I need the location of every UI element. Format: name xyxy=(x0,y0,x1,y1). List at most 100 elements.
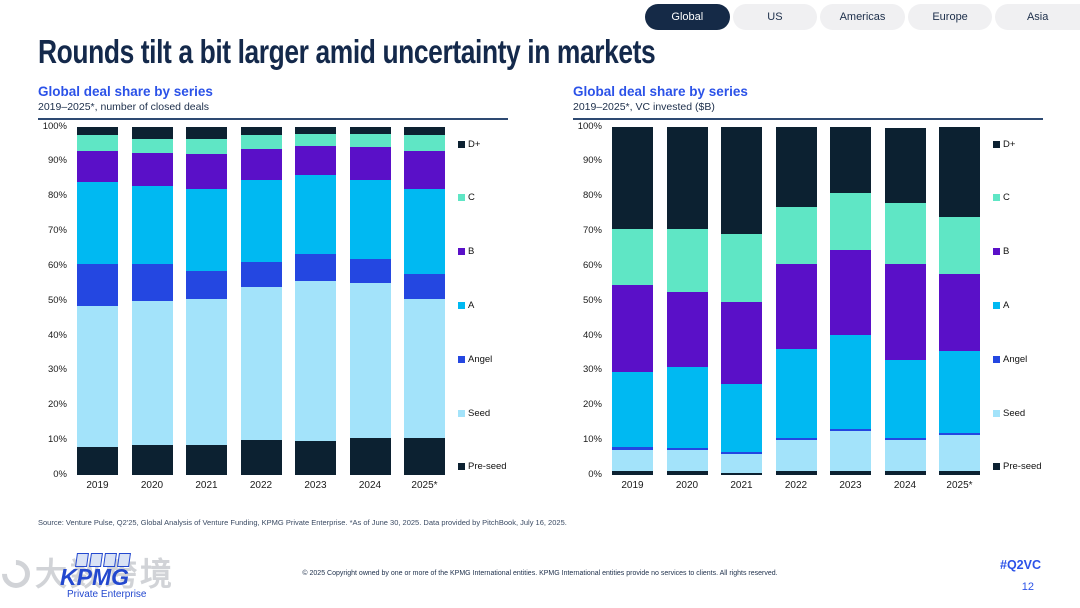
tab-global[interactable]: Global xyxy=(645,4,730,30)
legend-swatch-icon xyxy=(458,302,465,309)
y-tick: 0% xyxy=(588,468,602,480)
bar-2021: 2021 xyxy=(721,126,762,491)
segment-seed xyxy=(721,453,762,473)
y-tick: 80% xyxy=(47,190,67,202)
y-tick: 10% xyxy=(582,434,602,446)
segment-b xyxy=(240,149,282,181)
segment-pre-seed xyxy=(349,437,391,475)
x-label: 2020 xyxy=(140,479,164,491)
legend-swatch-icon xyxy=(993,409,1000,417)
segment-b xyxy=(939,274,980,352)
segment-pre-seed xyxy=(884,471,926,475)
segment-c xyxy=(884,203,926,265)
segment-a xyxy=(939,351,980,433)
segment-d+ xyxy=(295,126,336,134)
segment-c xyxy=(131,138,173,153)
bar-2025*: 2025* xyxy=(939,126,980,491)
legend-swatch-icon xyxy=(458,463,465,471)
y-tick: 100% xyxy=(577,120,602,132)
y-tick: 0% xyxy=(53,468,67,480)
segment-a xyxy=(186,189,227,271)
segment-c xyxy=(612,229,653,285)
x-label: 2021 xyxy=(730,479,753,491)
y-tick: 70% xyxy=(47,225,67,237)
y-tick: 60% xyxy=(582,259,602,271)
bar-2020: 2020 xyxy=(666,126,708,491)
segment-pre-seed xyxy=(131,444,173,475)
segment-d+ xyxy=(775,126,817,207)
segment-d+ xyxy=(77,126,118,136)
tab-europe[interactable]: Europe xyxy=(907,4,993,30)
bar-2020: 2020 xyxy=(131,126,173,491)
bar-2019: 2019 xyxy=(612,126,653,491)
segment-seed xyxy=(186,298,227,445)
segment-b xyxy=(349,147,391,181)
segment-c xyxy=(721,234,762,303)
segment-c xyxy=(240,135,282,150)
y-tick: 90% xyxy=(582,155,602,167)
x-label: 2022 xyxy=(784,479,808,491)
segment-pre-seed xyxy=(939,471,980,475)
chart-subtitle: 2019–2025*, number of closed deals xyxy=(38,101,508,120)
y-tick: 30% xyxy=(47,364,67,376)
segment-pre-seed xyxy=(77,446,118,475)
y-axis: 100% 90% 80% 70% 60% 50% 40% 30% 20% 10% 0% xyxy=(38,122,72,480)
segment-seed xyxy=(77,305,118,447)
chart-title: Global deal share by series xyxy=(38,84,213,99)
tab-americas[interactable]: Americas xyxy=(820,4,905,30)
segment-b xyxy=(884,264,926,360)
segment-seed xyxy=(349,283,391,438)
segment-d+ xyxy=(830,126,871,193)
segment-d+ xyxy=(186,126,227,139)
legend-b: B xyxy=(993,246,1043,257)
x-label: 2021 xyxy=(195,479,218,491)
bar-2024: 2024 xyxy=(349,126,391,491)
bar-2022: 2022 xyxy=(240,126,282,491)
legend-swatch-icon xyxy=(993,302,1000,309)
legend-swatch-icon xyxy=(993,194,1000,202)
legend-swatch-icon xyxy=(993,140,1000,148)
tab-asia[interactable]: Asia xyxy=(995,4,1080,30)
plot-area: 2019 2020 2021 2022 2023 2024 2025* xyxy=(72,126,450,491)
tab-us[interactable]: US xyxy=(732,4,818,30)
segment-a xyxy=(131,185,173,264)
segment-d+ xyxy=(721,126,762,235)
y-tick: 80% xyxy=(582,190,602,202)
x-label: 2022 xyxy=(249,479,273,491)
segment-pre-seed xyxy=(666,471,708,475)
page-number: 12 xyxy=(1021,581,1034,593)
y-tick: 50% xyxy=(47,294,67,306)
x-label: 2019 xyxy=(86,479,109,491)
segment-seed xyxy=(830,431,871,472)
plot-area: 2019 2020 2021 2022 2023 2024 2025* xyxy=(607,126,985,491)
legend-swatch-icon xyxy=(458,140,465,148)
kpmg-logo-wordmark: KPMG xyxy=(60,564,129,590)
segment-pre-seed xyxy=(721,472,762,475)
segment-a xyxy=(775,349,817,438)
segment-angel xyxy=(775,438,817,440)
segment-angel xyxy=(295,253,336,282)
x-label: 2020 xyxy=(675,479,699,491)
hashtag-q2vc: #Q2VC xyxy=(1000,558,1041,572)
kpmg-logo-squares-icon xyxy=(75,553,146,567)
segment-d+ xyxy=(349,126,391,134)
kpmg-logo-subtitle: Private Enterprise xyxy=(67,588,147,600)
legend-swatch-icon xyxy=(993,248,1000,256)
bar-2022: 2022 xyxy=(775,126,817,491)
segment-c xyxy=(666,229,708,292)
segment-angel xyxy=(666,448,708,451)
y-tick: 90% xyxy=(47,155,67,167)
segment-b xyxy=(404,150,445,190)
segment-a xyxy=(830,335,871,430)
segment-angel xyxy=(404,274,445,299)
segment-a xyxy=(721,384,762,452)
legend-swatch-icon xyxy=(993,355,1000,363)
segment-seed xyxy=(295,281,336,442)
chart-legend: D+ C B A Angel Seed Pre-seed xyxy=(450,127,508,475)
legend-swatch-icon xyxy=(458,194,465,202)
legend-d+: D+ xyxy=(458,139,508,150)
bar-2025*: 2025* xyxy=(404,126,445,491)
x-label: 2019 xyxy=(621,479,644,491)
segment-a xyxy=(240,180,282,263)
segment-d+ xyxy=(404,126,445,136)
